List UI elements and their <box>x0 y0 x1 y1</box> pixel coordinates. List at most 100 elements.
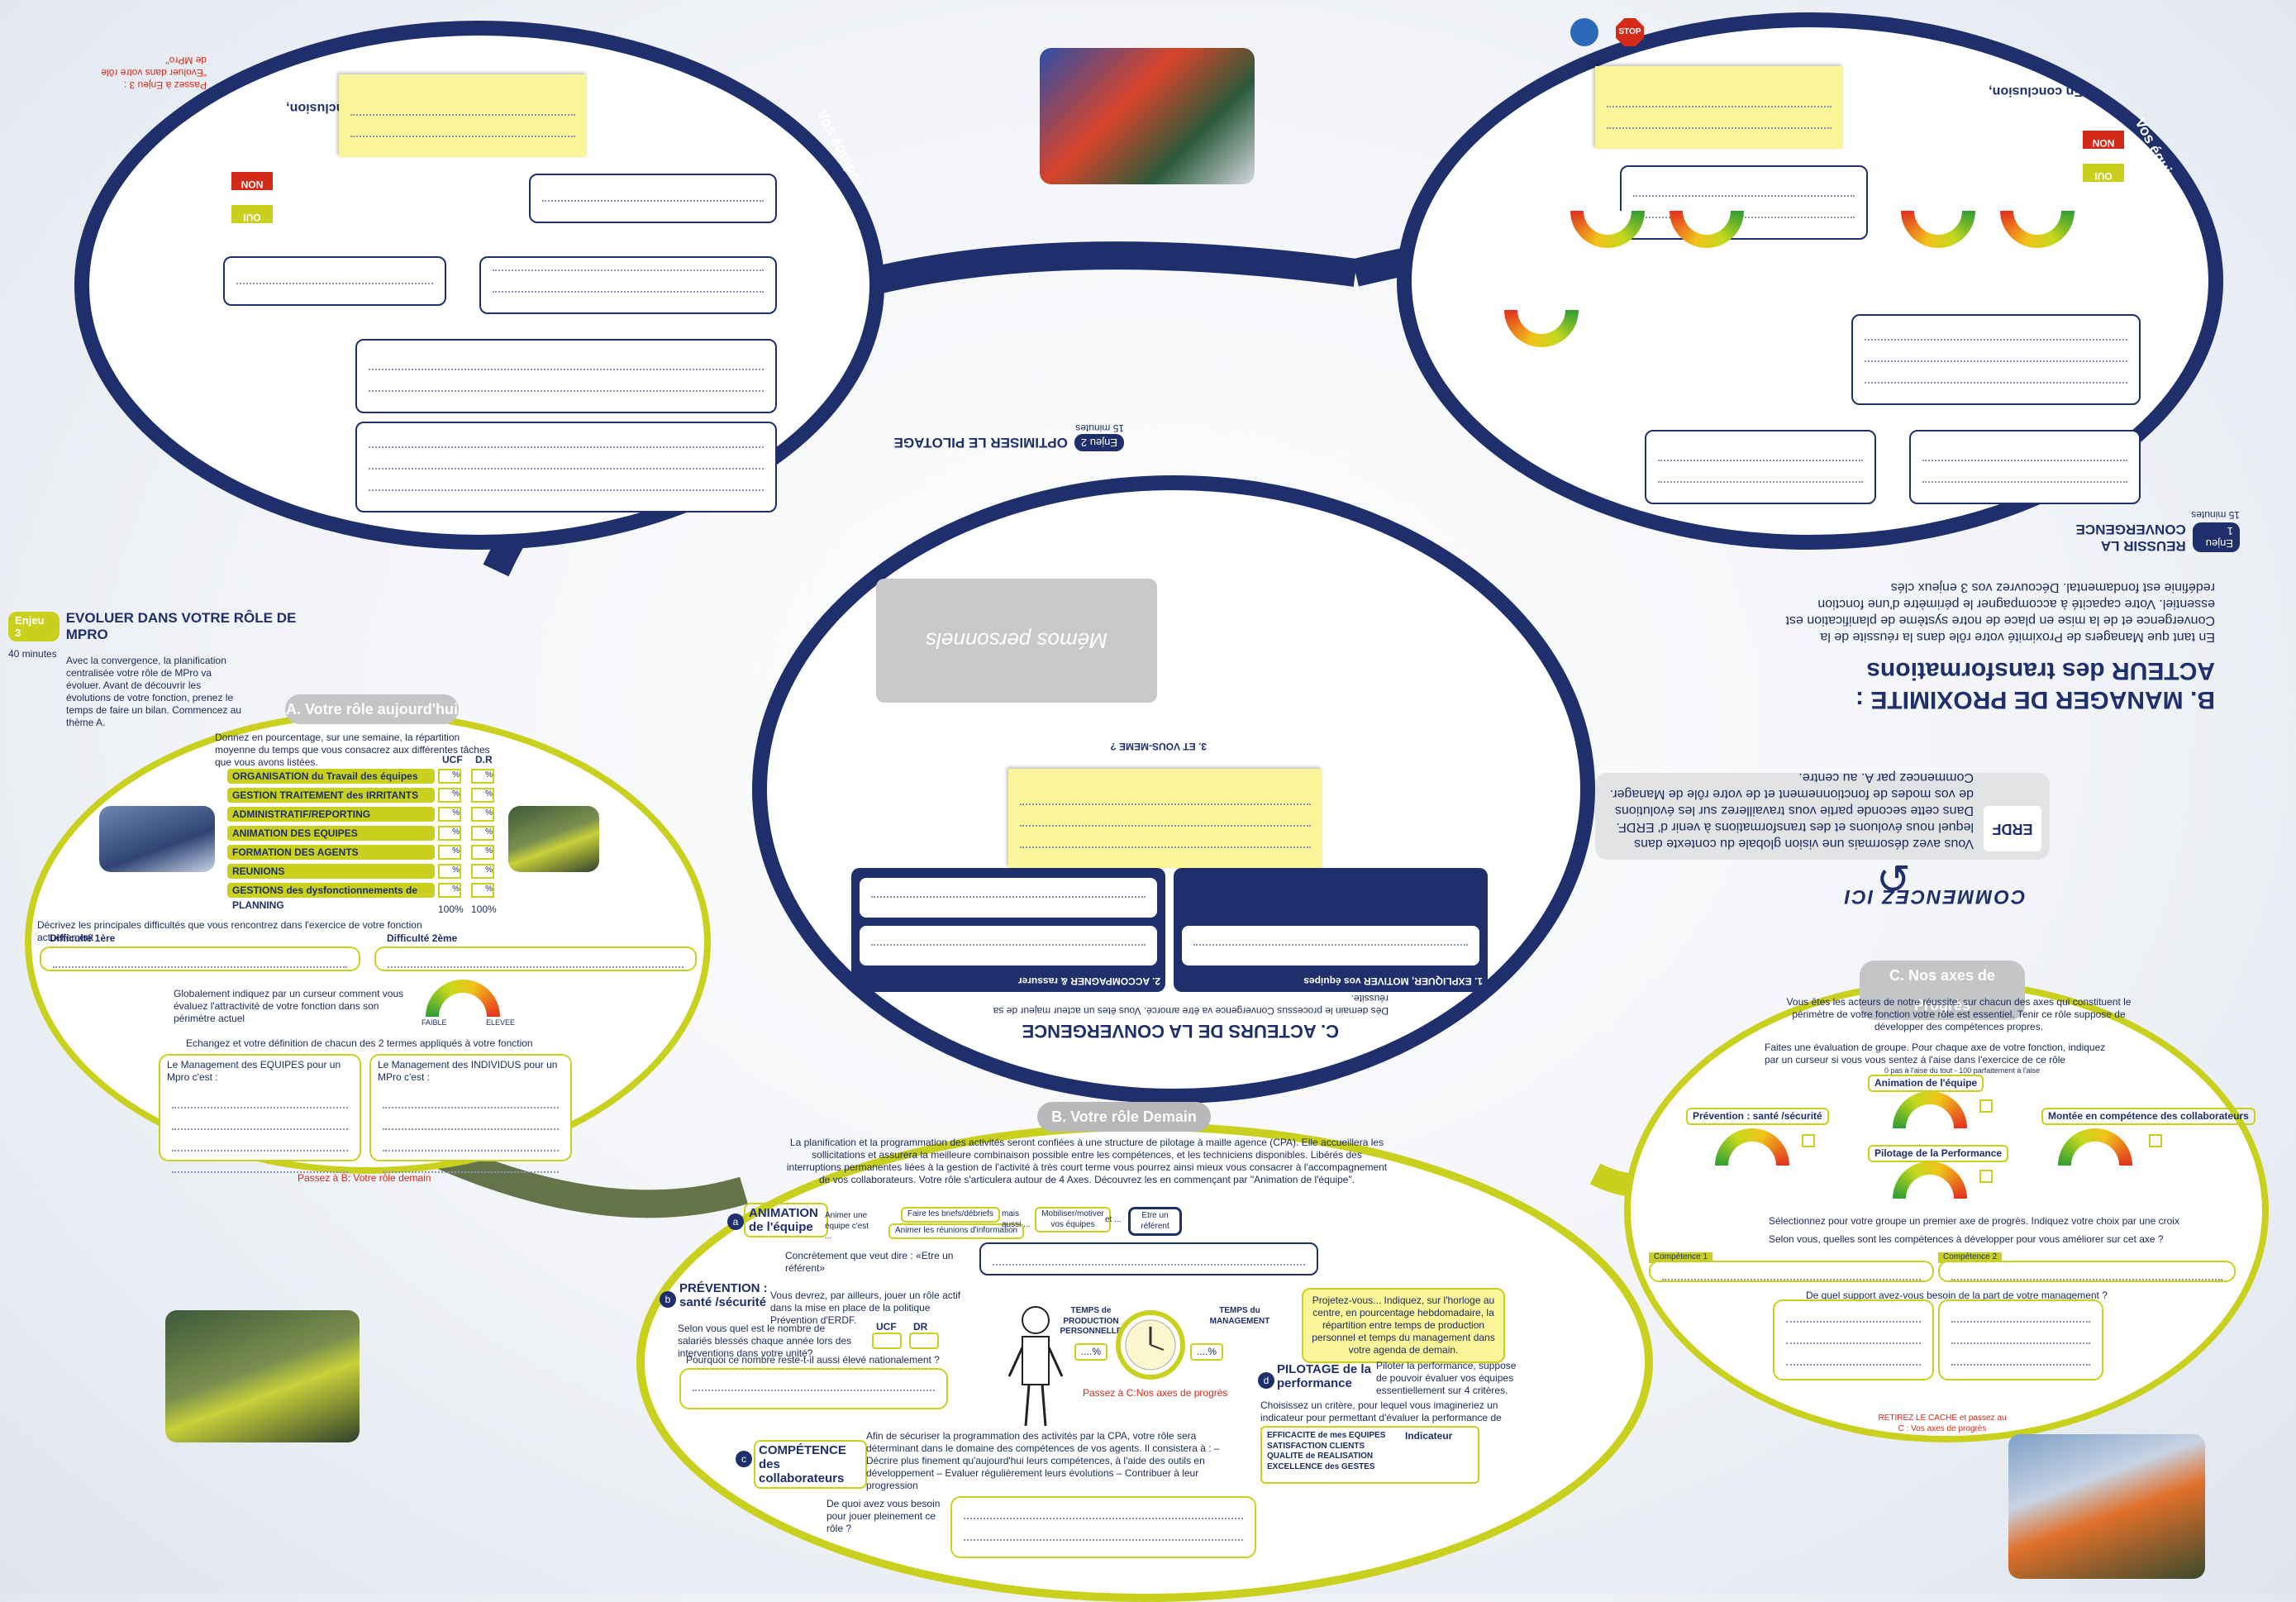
enjeu2-answer-4[interactable] <box>355 422 777 513</box>
task-row: ANIMATION DES EQUIPES <box>227 826 435 841</box>
axis-a-b1[interactable]: Faire les briefs/débriefs <box>901 1207 1000 1223</box>
sectionA-diff1-input[interactable] <box>40 946 360 971</box>
task-dr-input[interactable]: % <box>471 845 494 860</box>
sectionB-pill: B. Votre rôle Demain <box>1037 1102 1211 1132</box>
memos-box[interactable]: Mémos personnels <box>876 579 1157 703</box>
sectionC-support-1[interactable] <box>1773 1299 1934 1380</box>
sectionC-comp2-input[interactable] <box>1938 1261 2236 1282</box>
task-dr-input[interactable]: % <box>471 864 494 879</box>
task-ucf-input[interactable]: % <box>438 826 461 841</box>
task-ucf-input[interactable]: % <box>438 769 461 784</box>
enjeu1-gauge-3[interactable] <box>1670 211 1744 248</box>
sectionC-comp2: Compétence 2 <box>1938 1252 2003 1263</box>
enjeu2-non[interactable]: NON <box>231 172 273 190</box>
axis-b-title: PRÉVENTION : santé /sécurité <box>679 1281 768 1309</box>
axis-a-t2: mais aussi ... <box>1002 1209 1031 1229</box>
enjeu2-badge: Enjeu 2 <box>1074 434 1124 451</box>
acteurs-s3: 3. ET VOUS-MEME ? <box>1110 741 1207 752</box>
task-ucf-input[interactable]: % <box>438 807 461 822</box>
sectionA-next: Passez à B: Votre rôle demain <box>298 1172 431 1184</box>
task-row: REUNIONS <box>227 864 435 879</box>
acteurs-title: C. ACTEURS DE LA CONVERGENCE <box>1022 1021 1339 1042</box>
enjeu1-sticky[interactable] <box>1595 66 1843 149</box>
enjeu2-oui[interactable]: OUI <box>231 205 273 223</box>
axis-d-criteria-list: EFFICACITE de mes EQUIPES SATISFACTION CL… <box>1262 1428 1478 1476</box>
enjeu1-gauge-4[interactable] <box>1570 211 1645 248</box>
manager-title: B. MANAGER DE PROXIMITE : ACTEUR des tra… <box>1855 657 2215 714</box>
enjeu3-time: 40 minutes <box>8 648 57 660</box>
sectionC-q2: Sélectionnez pour votre groupe un premie… <box>1769 1215 2179 1227</box>
sectionC-support-2[interactable] <box>1938 1299 2103 1380</box>
axis-b-answer[interactable] <box>679 1368 948 1409</box>
task-dr-input[interactable]: % <box>471 883 494 898</box>
sectionC-check-1[interactable] <box>1979 1099 1993 1113</box>
enjeu1-answer-dr[interactable] <box>1645 430 1876 504</box>
clock-icon[interactable] <box>1116 1310 1185 1380</box>
criterion-item[interactable]: EFFICACITE de mes EQUIPES <box>1267 1431 1386 1440</box>
axis-a-b4[interactable]: Etre un référent <box>1128 1207 1182 1236</box>
sectionC-check-3[interactable] <box>2149 1134 2162 1147</box>
sectionA-col-dr: D.R <box>475 754 493 765</box>
enjeu1-gauge-1[interactable] <box>2000 211 2074 248</box>
photo-helicopter <box>2008 1434 2205 1579</box>
enjeu1-oui[interactable]: OUI <box>2083 164 2124 182</box>
enjeu1-gauge-2[interactable] <box>1901 211 1975 248</box>
axis-c-q: De quoi avez vous besoin pour jouer plei… <box>826 1498 941 1534</box>
enjeu2-answer-3[interactable] <box>529 174 777 223</box>
sectionC-check-2[interactable] <box>1802 1134 1815 1147</box>
axis-d-indicator: Indicateur <box>1405 1430 1453 1442</box>
sectionC-pill: C. Nos axes de Progrès <box>1860 961 2025 1020</box>
enjeu1-answer-ucf[interactable] <box>1909 430 2141 504</box>
enjeu2-answer-5[interactable] <box>355 339 777 413</box>
acteurs-sticky[interactable] <box>1008 769 1322 868</box>
manager-text: En tant que Managers de Proximité votre … <box>1785 580 2215 644</box>
enjeu1-answer-2[interactable] <box>1851 314 2141 405</box>
axis-a-b2[interactable]: Animer les réunions d'information <box>888 1223 1025 1239</box>
task-ucf-input[interactable]: % <box>438 845 461 860</box>
axis-a-answer[interactable] <box>979 1242 1318 1275</box>
task-dr-input[interactable]: % <box>471 788 494 803</box>
sectionC-comp1-input[interactable] <box>1649 1261 1934 1282</box>
task-dr-input[interactable]: % <box>471 826 494 841</box>
criterion-item[interactable]: EXCELLENCE des GESTES <box>1267 1461 1375 1471</box>
task-dr-input[interactable]: % <box>471 769 494 784</box>
criterion-item[interactable]: SATISFACTION CLIENTS <box>1267 1441 1365 1451</box>
task-ucf-input[interactable]: % <box>438 864 461 879</box>
sectionA-q4: Echangez et votre définition de chacun d… <box>186 1037 533 1049</box>
task-ucf-input[interactable]: % <box>438 788 461 803</box>
acteurs-s2-answer-2[interactable] <box>858 876 1159 919</box>
enjeu1-gauge-5[interactable] <box>1504 310 1579 347</box>
sectionA-diff1: Difficulté 1ère <box>50 932 116 944</box>
acteurs-s2-box: 2. ACCOMPAGNER & rassurer <box>851 868 1165 992</box>
criterion-item[interactable]: QUALITE de REALISATION <box>1267 1452 1374 1461</box>
enjeu1-answer-1[interactable] <box>1620 165 1868 240</box>
axis-b-dr-input[interactable] <box>909 1333 939 1349</box>
clock-pct-right[interactable]: ....% <box>1190 1343 1224 1361</box>
erdf-logo: ERDF <box>1984 806 2041 851</box>
acteurs-s1-answer[interactable] <box>1180 924 1481 967</box>
task-row: GESTION TRAITEMENT des IRRITANTS <box>227 788 435 803</box>
gauge-low-label: FAIBLE <box>422 1018 447 1027</box>
axis-a-b3[interactable]: Mobiliser/motiver vos équipes <box>1035 1207 1111 1232</box>
task-ucf-input[interactable]: % <box>438 883 461 898</box>
sectionA-diff2-input[interactable] <box>374 946 697 971</box>
clock-pct-left[interactable]: ....% <box>1074 1343 1108 1361</box>
sectionB-intro: La planification et la programmation des… <box>786 1137 1388 1185</box>
enjeu2-sticky[interactable] <box>339 74 587 157</box>
sectionA-box1-label: Le Management des EQUIPES pour un Mpro c… <box>167 1059 341 1083</box>
axis-d-title: PILOTAGE de la performance <box>1277 1362 1371 1390</box>
photo-safety-workers <box>165 1310 360 1442</box>
sectionA-box2[interactable]: Le Management des INDIVIDUS pour un MPro… <box>369 1054 572 1173</box>
sectionA-q2: Décrivez les principales difficultés que… <box>37 919 422 943</box>
axis-b-ucf-input[interactable] <box>872 1333 902 1349</box>
enjeu2-answer-1[interactable] <box>479 256 777 314</box>
enjeu2-title: OPTIMISER LE PILOTAGE <box>893 435 1068 451</box>
axis-c-answer[interactable] <box>950 1496 1256 1558</box>
sectionA-q3: Globalement indiquez par un curseur comm… <box>174 988 404 1024</box>
sectionA-box1[interactable]: Le Management des EQUIPES pour un Mpro c… <box>159 1054 361 1173</box>
sectionC-check-4[interactable] <box>1979 1170 1993 1183</box>
acteurs-s2-answer-1[interactable] <box>858 924 1159 967</box>
enjeu1-non[interactable]: NON <box>2083 131 2124 149</box>
enjeu2-answer-2[interactable] <box>223 256 446 306</box>
task-dr-input[interactable]: % <box>471 807 494 822</box>
